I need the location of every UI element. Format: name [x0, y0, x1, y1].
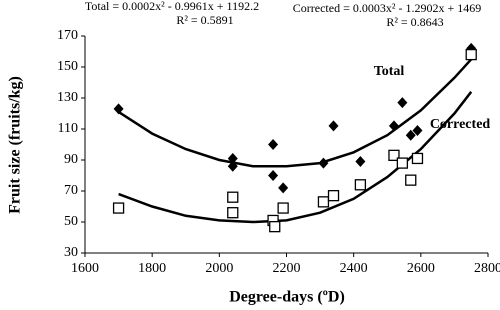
point — [355, 156, 366, 168]
trend-line — [117, 58, 473, 168]
x-axis-title: Degree-days (ºD) — [229, 289, 345, 306]
y-tick-label: 110 — [58, 121, 78, 136]
series-label: Corrected — [430, 117, 491, 132]
point — [277, 202, 289, 214]
x-tick-label: 2800 — [474, 261, 500, 276]
point — [354, 179, 367, 191]
y-tick-label: 50 — [64, 214, 78, 229]
point — [112, 202, 125, 214]
point — [405, 129, 416, 141]
equation: Corrected = 0.0003x² - 1.2902x + 1469 — [293, 1, 481, 15]
point — [269, 220, 281, 233]
point — [278, 182, 289, 194]
x-tick-label: 1600 — [71, 261, 99, 276]
point — [317, 196, 330, 208]
point — [327, 189, 340, 202]
point — [113, 103, 124, 115]
y-tick-label: 130 — [57, 90, 78, 105]
point — [227, 152, 238, 164]
point — [268, 170, 279, 181]
point — [411, 152, 424, 165]
y-tick-label: 70 — [64, 183, 78, 198]
equation: Total = 0.0002x² - 0.9961x + 1192.2 — [85, 0, 259, 13]
point — [318, 157, 329, 169]
point — [328, 120, 339, 132]
point — [397, 97, 408, 109]
y-tick-label: 30 — [64, 245, 78, 260]
point — [227, 160, 238, 172]
point — [227, 207, 239, 219]
r-squared: R² = 0.8643 — [386, 15, 443, 29]
x-tick-label: 1800 — [138, 261, 166, 276]
series-label: Total — [374, 64, 405, 79]
point — [388, 120, 399, 132]
point — [227, 191, 239, 203]
y-axis-title: Fruit size (fruits/kg) — [7, 76, 24, 214]
y-tick-label: 150 — [57, 59, 78, 74]
point — [412, 125, 423, 137]
trend-line — [118, 91, 473, 224]
point — [268, 139, 279, 150]
x-tick-label: 2000 — [205, 261, 233, 276]
x-tick-label: 2200 — [273, 261, 301, 276]
x-tick-label: 2400 — [340, 261, 368, 276]
y-tick-label: 90 — [64, 152, 78, 167]
point — [405, 174, 417, 186]
y-tick-label: 170 — [57, 28, 78, 43]
r-squared: R² = 0.5891 — [176, 13, 233, 27]
x-tick-label: 2600 — [407, 261, 435, 276]
point — [465, 48, 477, 61]
point — [388, 149, 400, 162]
point — [396, 157, 409, 169]
